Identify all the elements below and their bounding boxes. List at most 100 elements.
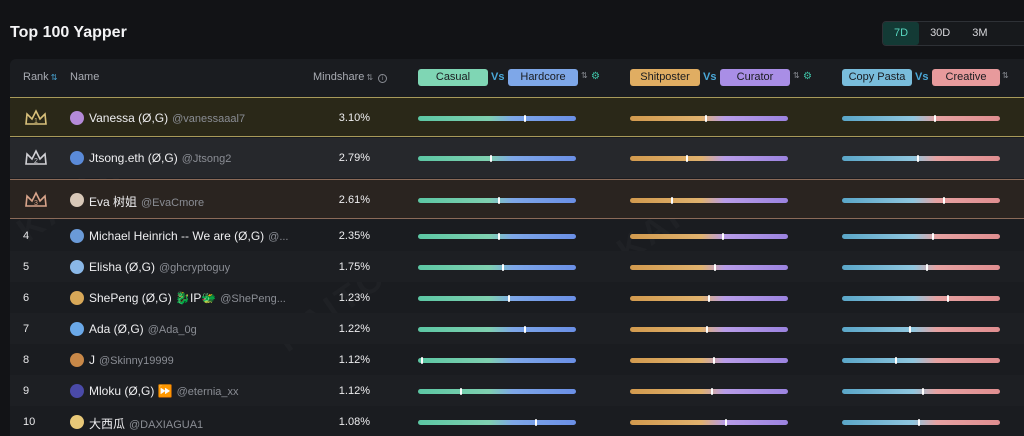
table-row[interactable]: 9 Mloku (Ø,G) ⏩ @eternia_xx 1.12% [10,375,1024,406]
avatar[interactable] [70,151,84,165]
bar-marker [922,388,924,395]
sort-icon[interactable]: ⇅ [366,73,374,82]
casual-hardcore-bar [418,295,576,302]
user-name[interactable]: ShePeng (Ø,G) 🐉IP🐲 @ShePeng... [89,291,286,305]
avatar[interactable] [70,229,84,243]
mindshare-value: 2.35% [338,230,370,242]
casual-pill: Casual [418,69,488,86]
rank-number: 2 [34,158,38,165]
tab-7d[interactable]: 7D [883,22,920,45]
user-name[interactable]: Mloku (Ø,G) ⏩ @eternia_xx [89,384,239,398]
bar-marker [932,233,934,240]
shitposter-curator-bar [630,295,788,302]
table-row[interactable]: 3 Eva 树姐 @EvaCmore 2.61% [10,179,1024,219]
avatar[interactable] [70,193,84,207]
table-row[interactable]: 10 大西瓜 @DAXIAGUA1 1.08% [10,406,1024,436]
copypasta-creative-bar [842,233,1000,240]
table-row[interactable]: 7 Ada (Ø,G) @Ada_0g 1.22% [10,313,1024,344]
table-row[interactable]: 6 ShePeng (Ø,G) 🐉IP🐲 @ShePeng... 1.23% [10,282,1024,313]
bar-marker [711,388,713,395]
vs-label: Vs [915,71,929,83]
shitposter-curator-bar [630,264,788,271]
mindshare-value: 1.23% [338,292,370,304]
sort-icon[interactable]: ⇅ [50,73,58,82]
rank-number: 1 [34,118,38,125]
bar-marker [421,357,423,364]
curator-pill: Curator [720,69,790,86]
user-handle: @Jtsong2 [181,153,232,165]
bar-marker [524,115,526,122]
avatar[interactable] [70,384,84,398]
user-name[interactable]: 大西瓜 @DAXIAGUA1 [89,417,204,431]
sort-icon[interactable]: ⇅ [581,71,588,80]
user-name[interactable]: Eva 树姐 @EvaCmore [89,195,205,209]
copypasta-creative-bar [842,155,1000,162]
name-header: Name [70,71,100,83]
user-handle: @Ada_0g [147,324,197,336]
vs-label: Vs [703,71,717,83]
sort-icon[interactable]: ⇅ [793,71,800,80]
copypasta-creative-bar [842,197,1000,204]
shitposter-curator-bar [630,233,788,240]
casual-hardcore-bar [418,264,576,271]
bar-marker [934,115,936,122]
copypasta-creative-bar [842,419,1000,426]
user-name[interactable]: Elisha (Ø,G) @ghcryptoguy [89,260,231,274]
tab-30d[interactable]: 30D [930,27,951,39]
rank-header[interactable]: Rank ⇅ [23,71,58,83]
tab-3m[interactable]: 3M [972,27,988,39]
user-handle: @EvaCmore [141,197,205,209]
table-row[interactable]: 8 J @Skinny19999 1.12% [10,344,1024,375]
user-name[interactable]: Ada (Ø,G) @Ada_0g [89,322,197,336]
rank-number: 9 [23,385,30,397]
info-icon[interactable]: i [378,74,388,83]
copypasta-creative-bar [842,357,1000,364]
avatar[interactable] [70,260,84,274]
mindshare-value: 1.12% [338,385,370,397]
bar-marker [508,295,510,302]
table-header: Rank ⇅ Name Mindshare ⇅ i Casual Vs Hardcor… [10,59,1024,96]
bar-marker [535,419,537,426]
mindshare-value: 1.22% [338,323,370,335]
avatar[interactable] [70,415,84,429]
leaderboard-table: KAITO KAITO KAITO Rank⇅ Name Mindshare⇅i… [10,59,1024,436]
table-row[interactable]: 2 Jtsong.eth (Ø,G) @Jtsong2 2.79% [10,138,1024,178]
copypasta-creative-bar [842,115,1000,122]
bar-marker [705,115,707,122]
shitposter-curator-bar [630,155,788,162]
settings-icon[interactable]: ⚙ [803,71,812,82]
creative-pill: Creative [932,69,1000,86]
copypasta-creative-bar [842,295,1000,302]
user-name[interactable]: Vanessa (Ø,G) @vanessaaal7 [89,111,246,125]
casual-hardcore-bar [418,419,576,426]
bar-marker [706,326,708,333]
crown-icon: 2 [25,149,47,165]
copypasta-creative-bar [842,264,1000,271]
settings-icon[interactable]: ⚙ [591,71,600,82]
crown-icon: 1 [25,109,47,125]
bar-marker [926,264,928,271]
rank-number: 5 [23,261,30,273]
bar-marker [895,357,897,364]
user-name[interactable]: Michael Heinrich -- We are (Ø,G) @... [89,229,289,243]
bar-marker [460,388,462,395]
bar-marker [671,197,673,204]
sort-icon[interactable]: ⇅ [1002,71,1009,80]
avatar[interactable] [70,322,84,336]
avatar[interactable] [70,353,84,367]
bar-marker [524,326,526,333]
table-row[interactable]: 1 Vanessa (Ø,G) @vanessaaal7 3.10% [10,97,1024,137]
mindshare-value: 1.08% [338,416,370,428]
shitposter-curator-bar [630,326,788,333]
user-name[interactable]: Jtsong.eth (Ø,G) @Jtsong2 [89,151,232,165]
user-name[interactable]: J @Skinny19999 [89,353,174,367]
rank-number: 4 [23,230,30,242]
avatar[interactable] [70,111,84,125]
avatar[interactable] [70,291,84,305]
mindshare-header[interactable]: Mindshare ⇅ i [313,71,388,83]
table-row[interactable]: 4 Michael Heinrich -- We are (Ø,G) @... 2… [10,220,1024,251]
user-handle: @... [268,231,289,243]
table-row[interactable]: 5 Elisha (Ø,G) @ghcryptoguy 1.75% [10,251,1024,282]
rank-number: 3 [34,200,38,207]
bar-marker [713,357,715,364]
